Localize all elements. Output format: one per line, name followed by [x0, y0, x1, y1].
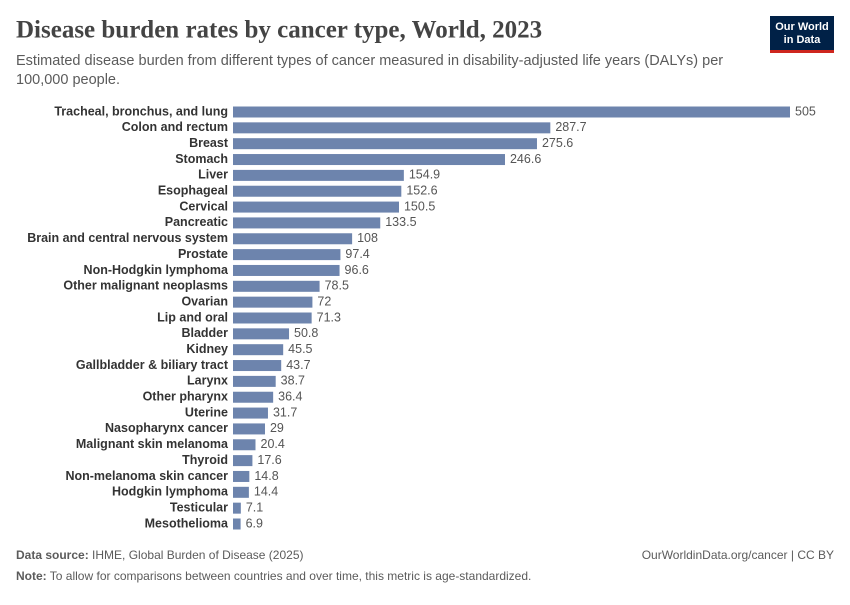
category-label: Hodgkin lymphoma: [112, 485, 229, 499]
value-label: 275.6: [542, 136, 573, 150]
category-label: Lip and oral: [157, 310, 228, 324]
value-label: 108: [357, 231, 378, 245]
value-label: 71.3: [317, 310, 341, 324]
value-label: 50.8: [294, 326, 318, 340]
note-text: To allow for comparisons between countri…: [50, 569, 532, 583]
logo-text: Our World: [775, 21, 829, 33]
value-label: 6.9: [246, 516, 263, 530]
bar: [233, 423, 265, 435]
bar: [233, 470, 250, 482]
category-label: Esophageal: [158, 184, 228, 198]
value-label: 133.5: [385, 215, 416, 229]
bar: [233, 185, 402, 197]
category-label: Malignant skin melanoma: [76, 437, 229, 451]
category-label: Stomach: [175, 152, 228, 166]
bar: [233, 106, 790, 118]
category-label: Ovarian: [181, 294, 228, 308]
value-label: 152.6: [406, 184, 437, 198]
category-label: Non-melanoma skin cancer: [65, 469, 228, 483]
chart-title: Disease burden rates by cancer type, Wor…: [16, 17, 542, 44]
category-label: Uterine: [185, 405, 228, 419]
bar: [233, 312, 312, 324]
value-label: 287.7: [555, 120, 586, 134]
subtitle: 100,000 people.: [16, 72, 120, 88]
bar: [233, 122, 551, 134]
value-label: 14.4: [254, 485, 278, 499]
category-label: Testicular: [170, 500, 228, 514]
value-label: 17.6: [257, 453, 281, 467]
bar: [233, 518, 241, 530]
bar: [233, 264, 340, 276]
value-label: 20.4: [261, 437, 285, 451]
category-label: Brain and central nervous system: [27, 231, 228, 245]
bar: [233, 502, 241, 514]
category-label: Nasopharynx cancer: [105, 421, 228, 435]
category-label: Non-Hodgkin lymphoma: [84, 263, 229, 277]
category-label: Larynx: [187, 374, 228, 388]
category-label: Bladder: [181, 326, 228, 340]
source-text: IHME, Global Burden of Disease (2025): [92, 548, 303, 562]
bar: [233, 217, 381, 229]
category-label: Tracheal, bronchus, and lung: [54, 104, 228, 118]
bar: [233, 201, 399, 213]
bar: [233, 233, 353, 245]
value-label: 36.4: [278, 390, 302, 404]
logo-text: in Data: [784, 34, 822, 46]
value-label: 150.5: [404, 199, 435, 213]
bar: [233, 296, 313, 308]
logo-bar: [770, 50, 834, 53]
category-label: Other pharynx: [143, 390, 228, 404]
bar: [233, 486, 249, 498]
url[interactable]: OurWorldinData.org/cancer | CC BY: [642, 548, 834, 562]
category-label: Breast: [189, 136, 229, 150]
bar: [233, 138, 537, 150]
bar: [233, 407, 268, 419]
logo[interactable]: Our World in Data: [770, 16, 834, 53]
bar: [233, 455, 253, 467]
value-label: 97.4: [345, 247, 369, 261]
note: Note: To allow for comparisons between c…: [16, 569, 531, 583]
source: Data source: IHME, Global Burden of Dise…: [16, 548, 303, 562]
category-label: Prostate: [178, 247, 228, 261]
value-label: 96.6: [345, 263, 369, 277]
bar: [233, 154, 505, 166]
bar: [233, 249, 341, 261]
value-label: 45.5: [288, 342, 312, 356]
category-label: Pancreatic: [165, 215, 228, 229]
category-label: Colon and rectum: [122, 120, 228, 134]
value-label: 154.9: [409, 168, 440, 182]
category-label: Liver: [198, 168, 228, 182]
value-label: 78.5: [325, 279, 349, 293]
category-label: Kidney: [186, 342, 228, 356]
category-label: Thyroid: [182, 453, 228, 467]
value-label: 31.7: [273, 405, 297, 419]
category-label: Mesothelioma: [145, 516, 229, 530]
bar: [233, 375, 276, 387]
bar: [233, 328, 290, 340]
category-label: Gallbladder & biliary tract: [76, 358, 229, 372]
bar: [233, 344, 284, 356]
value-label: 505: [795, 104, 816, 118]
bar: [233, 391, 274, 403]
logo-box: [770, 16, 834, 50]
category-label: Other malignant neoplasms: [63, 279, 228, 293]
value-label: 246.6: [510, 152, 541, 166]
bar: [233, 360, 282, 372]
source-label: Data source:: [16, 548, 89, 562]
value-label: 29: [270, 421, 284, 435]
note-label: Note:: [16, 569, 47, 583]
value-label: 38.7: [281, 374, 305, 388]
bar: [233, 280, 320, 292]
value-label: 43.7: [286, 358, 310, 372]
category-label: Cervical: [179, 199, 228, 213]
subtitle: Estimated disease burden from different …: [16, 53, 723, 69]
bar: [233, 169, 404, 181]
value-label: 14.8: [254, 469, 278, 483]
value-label: 72: [317, 294, 331, 308]
bar: [233, 439, 256, 451]
value-label: 7.1: [246, 500, 263, 514]
